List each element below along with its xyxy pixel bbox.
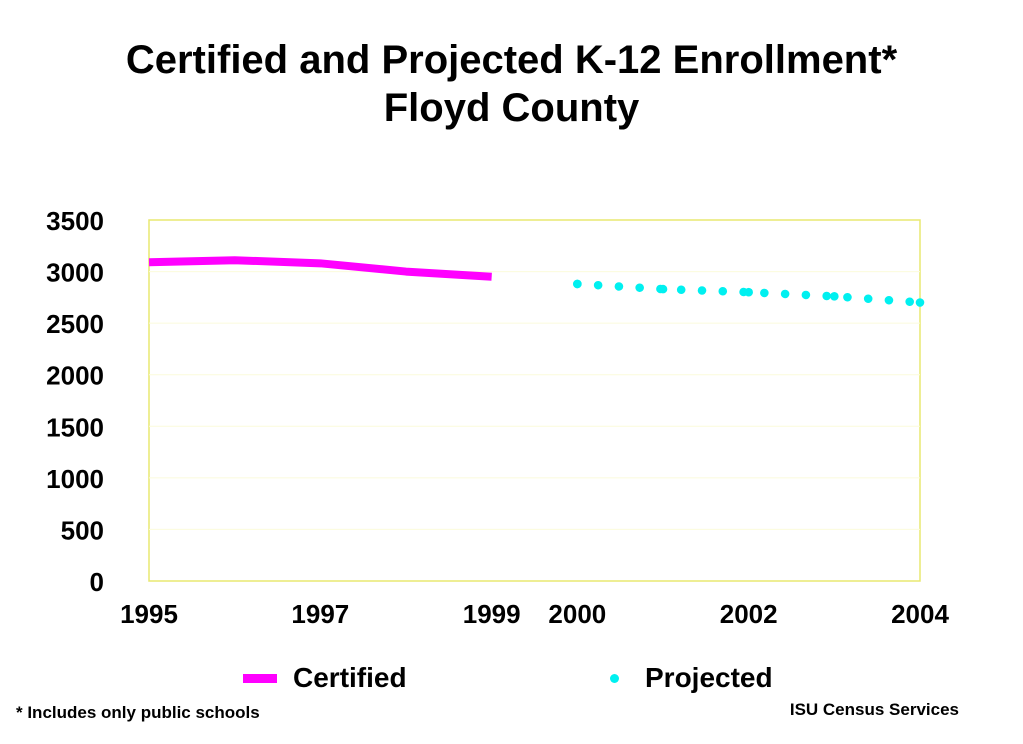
y-tick-label: 500 <box>61 515 104 545</box>
projected-point <box>573 279 582 289</box>
projected-point <box>658 284 668 294</box>
x-tick-label: 1995 <box>120 599 178 629</box>
chart-title-line2: Floyd County <box>383 86 640 130</box>
chart-title-line1: Certified and Projected K-12 Enrollment* <box>125 38 898 82</box>
x-tick-label: 2000 <box>548 599 606 629</box>
y-tick-label: 0 <box>90 567 104 597</box>
legend-projected-swatch <box>610 673 619 683</box>
footnote: * Includes only public schools <box>16 703 260 722</box>
y-tick-label: 2000 <box>46 361 104 391</box>
legend-certified-swatch <box>243 673 277 683</box>
chart-title: Certified and Projected K-12 Enrollment*… <box>0 36 1023 132</box>
y-tick-label: 3500 <box>46 206 104 236</box>
certified-line <box>148 256 492 281</box>
series-projected <box>573 279 925 307</box>
projected-point <box>744 287 753 297</box>
x-tick-label: 1999 <box>463 599 521 629</box>
legend-projected-label: Projected <box>645 662 773 693</box>
y-axis-ticks: 0 500 1000 1500 2000 2500 3000 3500 <box>46 206 104 597</box>
x-tick-label: 1997 <box>291 599 349 629</box>
legend-projected: Projected <box>610 660 773 696</box>
y-tick-label: 2500 <box>46 309 104 339</box>
x-tick-label: 2002 <box>720 599 778 629</box>
x-axis-ticks: 1995 1997 1999 2000 2002 2004 <box>120 599 949 629</box>
legend-certified-label: Certified <box>293 662 407 693</box>
plot-area <box>148 219 921 582</box>
y-tick-label: 3000 <box>46 258 104 288</box>
credit: ISU Census Services <box>789 700 959 719</box>
grid-lines <box>149 271 920 530</box>
series-certified <box>148 256 492 281</box>
y-tick-label: 1500 <box>46 412 104 442</box>
x-tick-label: 2004 <box>891 599 949 629</box>
y-tick-label: 1000 <box>46 464 104 494</box>
projected-point <box>830 292 839 301</box>
projected-point <box>915 298 925 307</box>
legend-certified: Certified <box>243 660 407 696</box>
